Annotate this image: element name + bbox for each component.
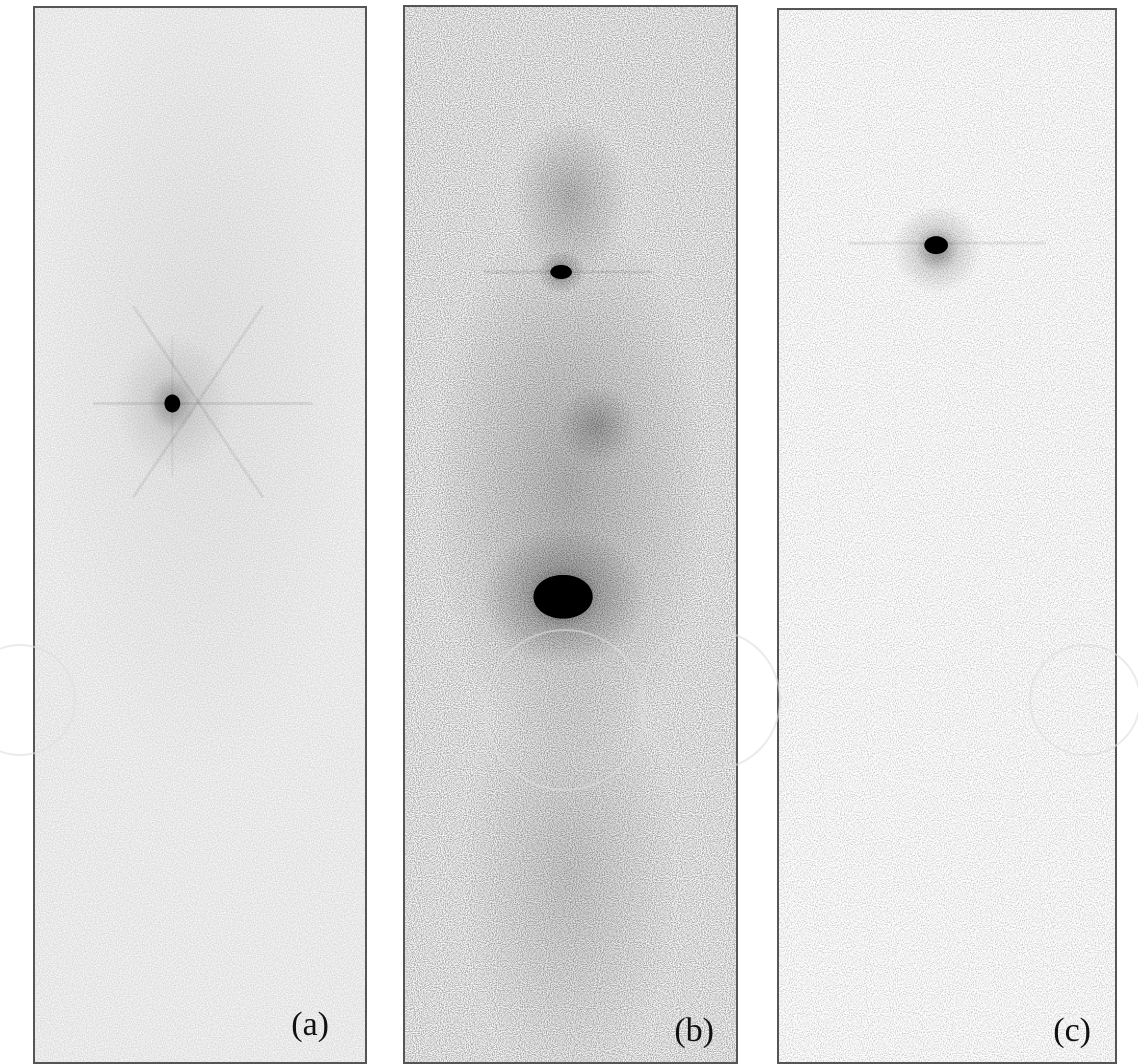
scan-panel-a: (a) <box>33 6 367 1064</box>
hot-spot <box>924 236 948 255</box>
lower-hot-spot <box>533 574 593 619</box>
scan-image-c <box>779 10 1115 1062</box>
panel-label: (c) <box>1053 1012 1091 1049</box>
scan-panel-c: (c) <box>777 8 1117 1064</box>
hot-spot <box>164 394 181 413</box>
upper-hot-spot <box>550 265 572 279</box>
scan-panel-b: (b) <box>403 5 738 1064</box>
panel-label: (a) <box>291 1006 329 1043</box>
scan-image-b <box>405 7 736 1062</box>
panel-label: (b) <box>674 1012 714 1049</box>
scan-image-a <box>35 8 365 1062</box>
